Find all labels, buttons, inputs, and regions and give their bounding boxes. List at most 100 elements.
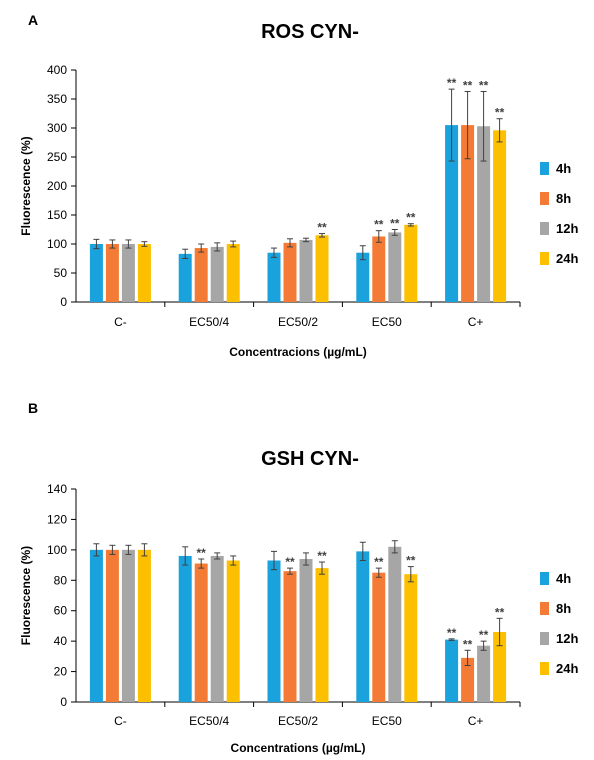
legend-swatch: [540, 662, 549, 675]
bar: [105, 549, 119, 702]
y-tick-label: 100: [47, 543, 67, 557]
significance-marker: **: [406, 211, 416, 225]
y-tick-label: 80: [54, 573, 68, 587]
x-tick-label: C-: [114, 315, 127, 329]
significance-marker: **: [317, 221, 327, 235]
panel-letter: B: [28, 400, 38, 416]
x-tick-label: EC50/4: [189, 714, 229, 728]
bar: [178, 555, 192, 702]
bar: [477, 645, 491, 702]
bar: [388, 546, 402, 702]
bar: [178, 253, 192, 302]
legend-label: 8h: [556, 601, 571, 616]
y-tick-label: 400: [47, 63, 67, 77]
bar: [226, 244, 240, 302]
legend-label: 4h: [556, 161, 571, 176]
bar: [137, 244, 151, 302]
bar: [404, 574, 418, 702]
x-axis-label: Concentracions (µg/mL): [229, 345, 367, 359]
chart-panel-b: B GSH CYN- 0 20 40 60 80 100 120 140 Fluorescence …: [19, 400, 578, 755]
significance-marker: **: [463, 637, 473, 651]
legend-swatch: [540, 222, 549, 235]
legend-label: 8h: [556, 191, 571, 206]
y-tick-label: 300: [47, 121, 67, 135]
bar: [315, 568, 329, 702]
bar: [121, 244, 135, 302]
significance-marker: **: [390, 217, 400, 231]
bar: [283, 242, 297, 302]
bar: [267, 252, 281, 302]
bar: [445, 639, 459, 702]
bar: [194, 248, 208, 302]
bar: [105, 244, 119, 302]
y-axis-label: Fluorescence (%): [19, 546, 33, 645]
bar: [194, 563, 208, 702]
legend-label: 12h: [556, 631, 578, 646]
significance-marker: **: [479, 78, 489, 92]
bar: [121, 549, 135, 702]
bar: [477, 126, 491, 302]
bar: [372, 236, 386, 302]
bar: [210, 555, 224, 702]
x-tick-label: C+: [468, 315, 484, 329]
x-axis-label: Concentrations (µg/mL): [231, 741, 366, 755]
bar: [299, 558, 313, 702]
bar: [493, 632, 507, 702]
significance-marker: **: [447, 626, 457, 640]
x-tick-label: C+: [468, 714, 484, 728]
bar: [461, 657, 475, 702]
legend-label: 24h: [556, 251, 578, 266]
x-tick-label: EC50: [372, 714, 402, 728]
y-axis-label: Fluorescence (%): [19, 136, 33, 235]
bar: [267, 560, 281, 702]
legend-label: 12h: [556, 221, 578, 236]
bar: [493, 130, 507, 302]
bar: [283, 571, 297, 702]
bar: [356, 551, 370, 702]
legend-swatch: [540, 162, 549, 175]
bar: [210, 246, 224, 302]
y-tick-label: 40: [54, 634, 68, 648]
significance-marker: **: [374, 218, 384, 232]
chart-panel-a: A ROS CYN- 0 50 100 150 200 250 300 350 400 Fluores…: [19, 12, 578, 359]
legend-label: 24h: [556, 661, 578, 676]
significance-marker: **: [197, 546, 207, 560]
legend-swatch: [540, 632, 549, 645]
y-tick-label: 150: [47, 208, 67, 222]
significance-marker: **: [495, 106, 505, 120]
y-tick-label: 350: [47, 92, 67, 106]
bar: [356, 252, 370, 302]
x-tick-label: EC50/4: [189, 315, 229, 329]
y-tick-label: 50: [54, 266, 68, 280]
y-tick-label: 20: [54, 665, 68, 679]
significance-marker: **: [447, 76, 457, 90]
chart-title: ROS CYN-: [261, 21, 359, 43]
bar: [89, 549, 103, 702]
bar: [372, 572, 386, 702]
x-tick-label: EC50/2: [278, 315, 318, 329]
bar: [315, 235, 329, 302]
bar: [445, 125, 459, 302]
bar: [89, 244, 103, 302]
y-tick-label: 200: [47, 179, 67, 193]
y-tick-label: 0: [60, 695, 67, 709]
legend-swatch: [540, 192, 549, 205]
y-tick-label: 120: [47, 512, 67, 526]
panel-letter: A: [28, 12, 38, 28]
significance-marker: **: [479, 628, 489, 642]
significance-marker: **: [285, 555, 295, 569]
bar: [461, 125, 475, 302]
bar: [404, 224, 418, 302]
significance-marker: **: [374, 555, 384, 569]
y-tick-label: 100: [47, 237, 67, 251]
legend-swatch: [540, 252, 549, 265]
significance-marker: **: [495, 605, 505, 619]
chart-title: GSH CYN-: [261, 448, 359, 470]
legend-label: 4h: [556, 571, 571, 586]
bar: [137, 549, 151, 702]
legend-swatch: [540, 572, 549, 585]
y-tick-label: 250: [47, 150, 67, 164]
y-tick-label: 60: [54, 604, 68, 618]
legend-swatch: [540, 602, 549, 615]
